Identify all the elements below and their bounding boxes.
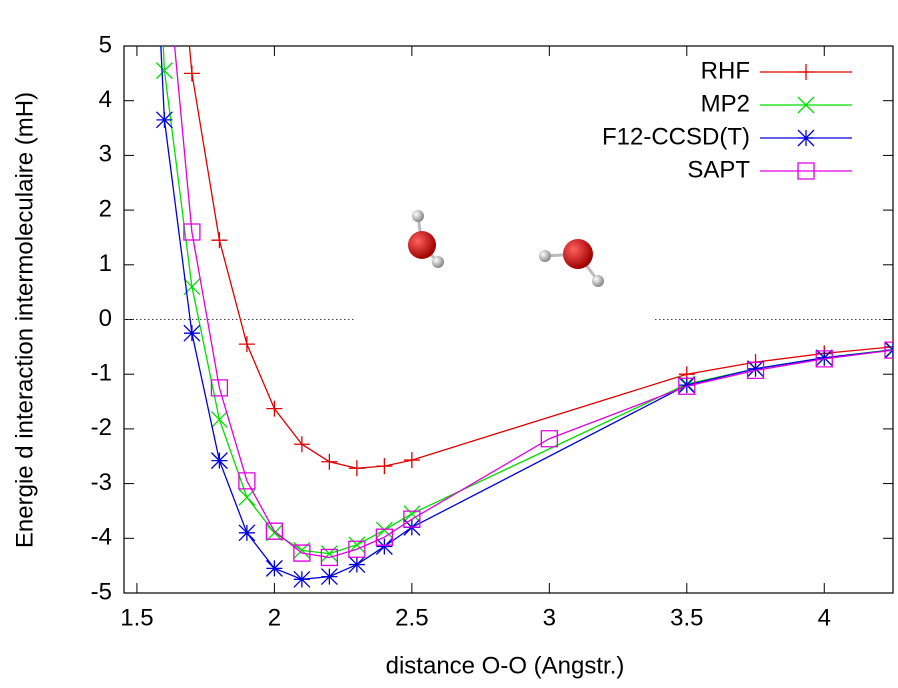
y-tick-label: 0 xyxy=(99,305,112,332)
point-marker xyxy=(238,524,256,542)
point-marker xyxy=(293,436,310,453)
point-marker xyxy=(155,111,173,129)
point-marker xyxy=(375,521,393,539)
point-marker xyxy=(403,505,421,523)
point-marker xyxy=(376,458,393,475)
legend-label: RHF xyxy=(701,57,750,84)
y-tick-label: 1 xyxy=(99,250,112,277)
point-marker xyxy=(815,350,833,368)
y-tick-label: 5 xyxy=(99,31,112,58)
series-line xyxy=(188,46,893,469)
x-tick-label: 3 xyxy=(543,604,556,631)
x-tick-label: 4 xyxy=(818,604,831,631)
point-marker xyxy=(210,411,228,429)
legend-marker xyxy=(797,162,815,180)
point-marker xyxy=(155,62,173,80)
y-axis-label: Energie d interaction intermoleculaire (… xyxy=(11,92,38,548)
point-marker xyxy=(211,232,228,249)
point-marker xyxy=(320,545,338,563)
point-marker xyxy=(183,324,201,342)
point-marker xyxy=(747,360,764,378)
legend-label: MP2 xyxy=(701,90,750,117)
molecule-1 xyxy=(408,210,444,268)
y-tick-label: -2 xyxy=(91,414,112,441)
legend-label: F12-CCSD(T) xyxy=(602,123,750,150)
point-marker xyxy=(348,460,365,477)
legend-marker xyxy=(797,129,815,147)
point-marker xyxy=(321,453,338,470)
point-marker xyxy=(540,430,558,448)
point-marker xyxy=(884,341,893,359)
point-marker xyxy=(266,400,283,417)
point-marker xyxy=(238,472,256,490)
point-marker xyxy=(210,379,229,397)
point-marker xyxy=(403,452,420,469)
point-marker xyxy=(320,548,339,567)
x-tick-label: 3.5 xyxy=(670,604,703,631)
legend-marker xyxy=(797,96,815,114)
y-tick-label: -5 xyxy=(91,578,112,605)
point-marker xyxy=(265,524,283,542)
point-marker xyxy=(678,376,696,394)
point-marker xyxy=(746,361,765,380)
y-tick-label: -1 xyxy=(91,360,112,387)
series-line xyxy=(173,46,893,559)
y-tick-label: 2 xyxy=(99,195,112,222)
x-axis-label: distance O-O (Angstr.) xyxy=(386,652,625,679)
series-line xyxy=(160,46,893,580)
plot-area xyxy=(155,46,893,588)
y-tick-label: -4 xyxy=(91,524,112,551)
point-marker xyxy=(293,570,311,588)
x-tick-label: 2.5 xyxy=(395,604,428,631)
point-marker xyxy=(375,538,393,555)
molecule-2 xyxy=(539,239,604,287)
point-marker xyxy=(815,349,833,367)
point-marker xyxy=(348,556,366,574)
y-tick-label: 4 xyxy=(99,86,112,113)
point-marker xyxy=(183,65,200,82)
series-line xyxy=(162,46,893,555)
legend-label: SAPT xyxy=(687,156,750,183)
point-marker xyxy=(265,559,283,577)
point-marker xyxy=(348,540,366,558)
y-tick-label: -3 xyxy=(91,469,112,496)
point-marker xyxy=(320,568,338,586)
point-marker xyxy=(265,522,284,540)
legend-marker xyxy=(798,64,814,80)
point-marker xyxy=(885,338,893,355)
point-marker xyxy=(183,223,201,241)
y-tick-label: 3 xyxy=(99,141,112,168)
point-marker xyxy=(238,336,255,353)
point-marker xyxy=(403,510,421,528)
plot-frame xyxy=(123,45,894,594)
x-tick-label: 2 xyxy=(268,604,281,631)
point-marker xyxy=(293,544,311,562)
x-tick-label: 1.5 xyxy=(120,604,153,631)
point-marker xyxy=(210,452,228,470)
point-marker xyxy=(678,377,696,395)
point-marker xyxy=(375,528,394,546)
